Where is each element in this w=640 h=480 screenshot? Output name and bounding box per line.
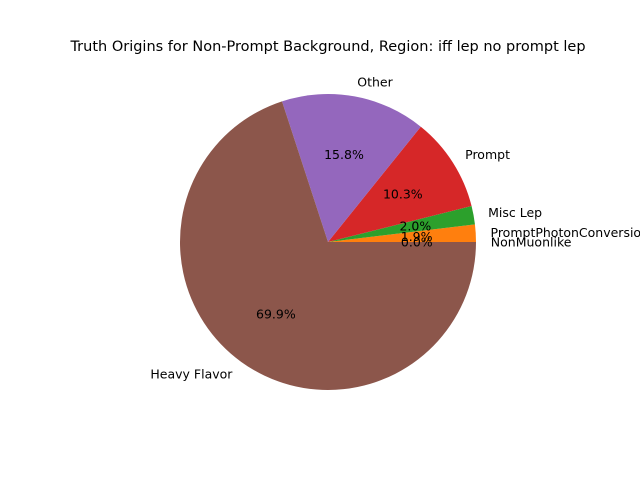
slice-label-promptphotonconversions: PromptPhotonConversions: [491, 225, 640, 240]
percent-label-promptphotonconversions: 1.9%: [401, 229, 433, 244]
percent-label-nonmuonlike: 0.0%: [401, 235, 433, 250]
pie-slices: [180, 94, 477, 390]
percent-label-heavy-flavor: 69.9%: [256, 306, 296, 321]
slice-label-heavy-flavor: Heavy Flavor: [150, 366, 233, 381]
pie-slice-promptphotonconversions: [328, 224, 477, 242]
slice-label-prompt: Prompt: [465, 147, 510, 162]
pie-slice-heavy-flavor: [180, 101, 476, 390]
chart-title: Truth Origins for Non-Prompt Background,…: [69, 39, 585, 55]
slice-label-misc-lep: Misc Lep: [488, 205, 542, 220]
pie-slice-prompt: [328, 126, 472, 242]
percent-label-other: 15.8%: [324, 147, 364, 162]
pie-slice-misc-lep: [328, 206, 475, 242]
percent-labels: 0.0%1.9%2.0% 10.3% 15.8% 69.9%: [256, 147, 433, 321]
slice-label-nonmuonlike: NonMuonlike: [491, 235, 572, 250]
slice-label-other: Other: [357, 74, 393, 89]
pie-slice-other: [282, 94, 421, 242]
percent-label-misc-lep: 2.0%: [399, 218, 431, 233]
percent-label-prompt: 10.3%: [383, 187, 423, 202]
